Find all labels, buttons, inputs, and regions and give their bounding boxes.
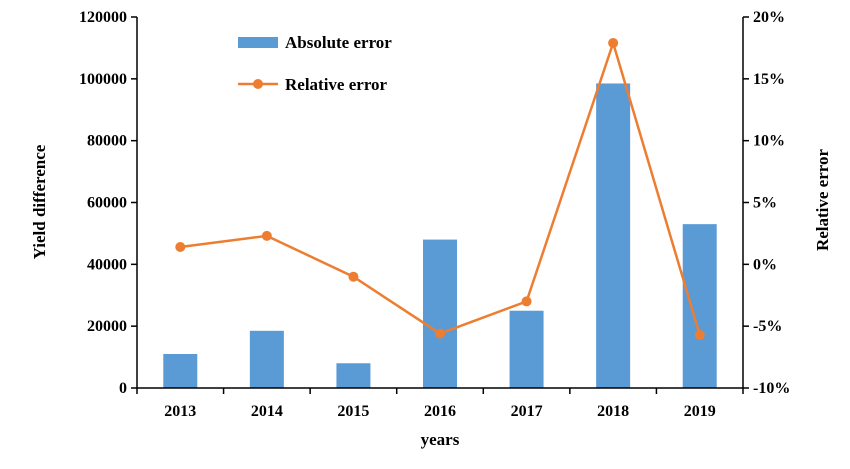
point-2014 bbox=[261, 230, 272, 241]
axes: 0 20000 40000 60000 80000 100000 120000 -10% -5%… bbox=[79, 9, 790, 420]
y2-tick-label: 20% bbox=[753, 9, 785, 26]
x-tick-label: 2013 bbox=[164, 403, 196, 420]
x-tick-label: 2014 bbox=[251, 403, 283, 420]
bar-2014 bbox=[249, 330, 284, 388]
y-tick-label: 60000 bbox=[87, 195, 127, 212]
y2-tick-label: -10% bbox=[753, 380, 790, 397]
legend-marker-relative-error bbox=[253, 79, 263, 89]
x-axis-title: years bbox=[421, 430, 460, 449]
y-axis-title: Yield difference bbox=[30, 144, 49, 259]
bar-2018 bbox=[596, 83, 631, 389]
point-2016 bbox=[435, 328, 445, 339]
legend-label-relative-error: Relative error bbox=[285, 75, 388, 94]
point-2013 bbox=[175, 242, 186, 253]
x-tick-label: 2017 bbox=[511, 403, 543, 420]
y-tick-label: 100000 bbox=[79, 71, 127, 88]
bar-2013 bbox=[163, 353, 198, 388]
y2-tick-label: 0% bbox=[753, 256, 777, 273]
y2-tick-label: 15% bbox=[753, 71, 785, 88]
point-2015 bbox=[348, 271, 359, 282]
y-tick-label: 20000 bbox=[87, 318, 127, 335]
bar-series bbox=[163, 83, 717, 389]
legend-label-absolute-error: Absolute error bbox=[285, 33, 392, 52]
y-tick-label: 120000 bbox=[79, 9, 127, 26]
point-2019 bbox=[694, 329, 705, 340]
legend-swatch-absolute-error bbox=[238, 37, 278, 48]
x-tick-label: 2019 bbox=[684, 403, 716, 420]
x-tick-label: 2018 bbox=[597, 403, 629, 420]
bar-2015 bbox=[336, 363, 371, 388]
y2-tick-label: 10% bbox=[753, 133, 785, 150]
bar-2016 bbox=[423, 239, 457, 388]
bar-2019 bbox=[682, 224, 717, 388]
point-2017 bbox=[521, 296, 532, 307]
y2-axis-title: Relative error bbox=[813, 149, 832, 252]
x-tick-label: 2016 bbox=[424, 403, 456, 420]
y-tick-label: 0 bbox=[119, 380, 127, 397]
bar-2017 bbox=[509, 310, 544, 388]
x-tick-label: 2015 bbox=[337, 403, 369, 420]
y-tick-label: 80000 bbox=[87, 133, 127, 150]
y2-tick-label: 5% bbox=[753, 195, 777, 212]
y-tick-label: 40000 bbox=[87, 256, 127, 273]
line-series bbox=[175, 37, 705, 340]
y2-tick-label: -5% bbox=[753, 318, 782, 335]
point-2018 bbox=[608, 37, 619, 48]
legend: Absolute error Relative error bbox=[238, 33, 392, 94]
